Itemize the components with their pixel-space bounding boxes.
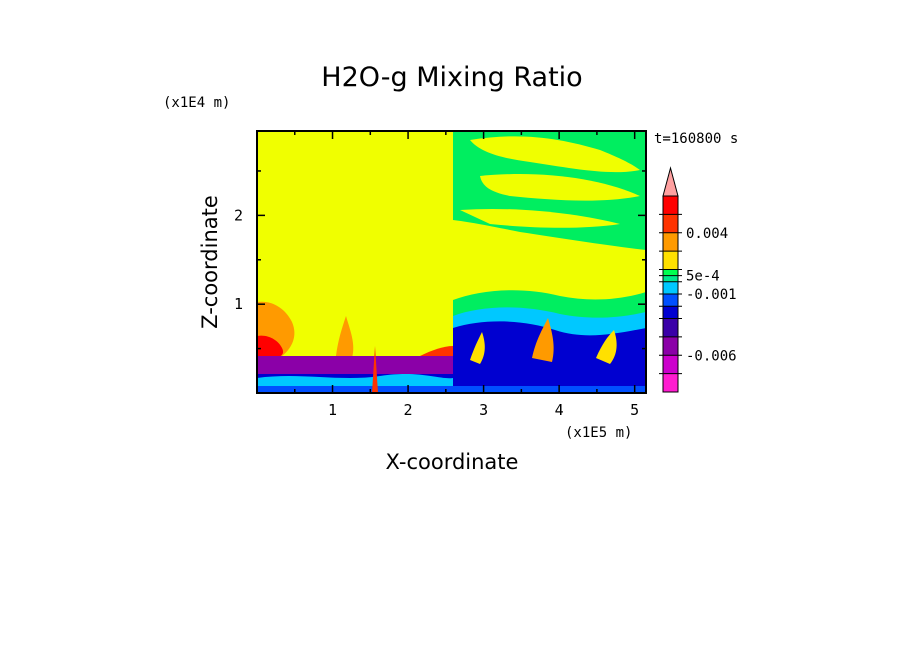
colorbar-label: 0.004: [686, 226, 728, 242]
plot-field: [257, 131, 646, 393]
colorbar-segment: [663, 269, 678, 276]
field-region-red-right-edge: [420, 346, 453, 358]
field-region-spike: [372, 346, 378, 393]
colorbar-segment: [663, 275, 678, 282]
tick-labels: 1 2 3 4 5 1 2: [234, 206, 639, 419]
colorbar-label: 5e-4: [686, 269, 720, 285]
x-tick-label: 1: [328, 401, 337, 419]
y-scale-label: (x1E4 m): [163, 95, 230, 111]
field-region-plume-left: [336, 316, 354, 358]
field-region-red-left: [257, 335, 284, 358]
colorbar-segment: [663, 294, 678, 307]
field-region-plume-right-2: [596, 330, 617, 364]
field-region-yellow-band-2: [480, 174, 640, 201]
field-region-blue-floor: [257, 386, 646, 393]
field-region-plume-right-3: [470, 332, 485, 364]
x-scale-label: (x1E5 m): [565, 425, 632, 441]
colorbar-segment: [663, 281, 678, 294]
y-tick-label: 2: [234, 206, 243, 224]
colorbar-segment: [663, 214, 678, 233]
plot-frame: [256, 130, 647, 394]
chart-title: H2O-g Mixing Ratio: [321, 62, 582, 93]
field-region-yellow-band-3: [460, 208, 620, 228]
colorbar-segment: [663, 306, 678, 319]
field-region-yellow-band-1: [470, 136, 640, 173]
x-tick-label: 4: [555, 401, 564, 419]
time-label: t=160800 s: [654, 131, 738, 147]
colorbar-segment: [663, 336, 678, 356]
colorbar-segment: [663, 318, 678, 337]
colorbar-segment: [663, 251, 678, 270]
colorbar-label: -0.001: [686, 287, 737, 303]
x-tick-label: 2: [404, 401, 413, 419]
colorbar-segment: [663, 355, 678, 374]
y-axis-title: Z-coordinate: [198, 195, 222, 329]
x-tick-label: 3: [479, 401, 488, 419]
colorbar-segment: [663, 196, 678, 215]
colorbar: 0.004 5e-4 -0.001 -0.006: [659, 166, 737, 393]
x-tick-label: 5: [630, 401, 639, 419]
colorbar-segment: [663, 373, 678, 392]
colorbar-segment: [663, 232, 678, 252]
y-tick-label: 1: [234, 295, 243, 313]
field-region-purple-layer: [257, 356, 453, 374]
ticks: [257, 131, 646, 393]
field-region-plume-right-1: [532, 318, 554, 362]
x-axis-title: X-coordinate: [386, 450, 519, 474]
colorbar-extend-arrow: [662, 166, 679, 197]
colorbar-label: -0.006: [686, 348, 737, 364]
